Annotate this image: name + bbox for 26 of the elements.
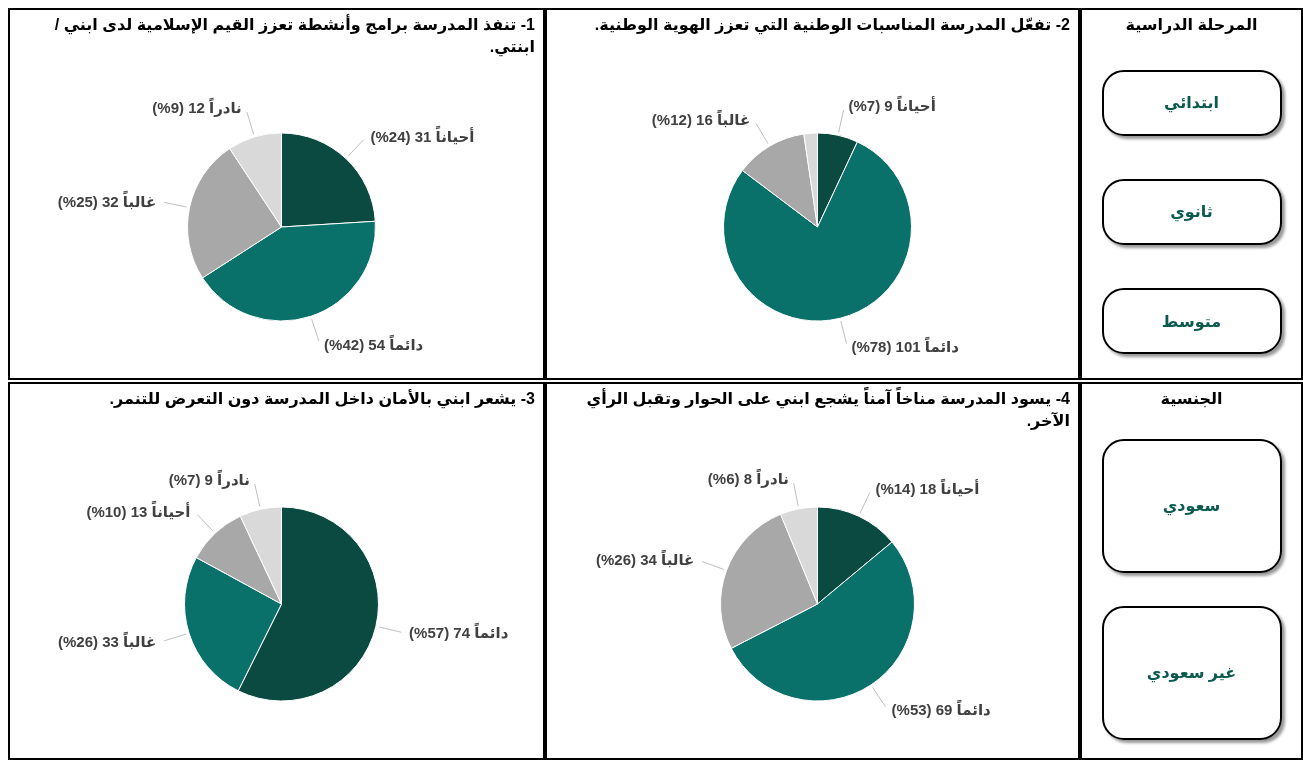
slice-label: غالباً 32 (25%)	[57, 190, 157, 210]
filter-button: متوسط	[1101, 288, 1282, 355]
text: الجنسية	[1159, 389, 1224, 409]
chart-title: 3- يشعر ابني بالأمان داخل المدرسة دون التعرض للتنمر.	[108, 388, 536, 411]
slice-label: غالباً 34 (26%)	[596, 548, 695, 569]
slice-label: غالباً 33 (26%)	[58, 630, 157, 651]
slice-label: نادراً 12 (9%)	[152, 96, 242, 118]
slice-label: نادراً 9 (7%)	[168, 468, 250, 490]
slice-label: دائماً 54 (42%)	[324, 333, 424, 353]
slice-label: أحياناً 9 (7%)	[848, 94, 936, 114]
slice-label: دائماً 69 (53%)	[891, 698, 992, 718]
slice-label: أحياناً 31 (24%)	[370, 125, 475, 145]
slice-label: دائماً 101 (78%)	[851, 336, 960, 356]
filter-button: ثانوي	[1101, 179, 1282, 245]
chart-title: 2- تفعّل المدرسة المناسبات الوطنية التي تعزز الهوية الوطنية.	[593, 15, 1071, 37]
filter-button: سعودي	[1101, 438, 1282, 573]
chart-title: 1- تنفذ المدرسة برامج وأنشطة تعزز القيم الإسلامية لدى ابني / ابنتي.	[53, 13, 536, 59]
slice-label: أحياناً 13 (10%)	[86, 500, 191, 520]
filter-button: غير سعودي	[1101, 605, 1282, 740]
slice-label: أحياناً 18 (14%)	[875, 477, 980, 498]
slice-label: غالباً 16 (12%)	[651, 109, 751, 129]
slice-label: دائماً 74 (57%)	[409, 621, 509, 642]
text: المرحلة الدراسية	[1124, 15, 1259, 36]
slice-label: نادراً 8 (6%)	[707, 468, 789, 489]
filter-button: ابتدائي	[1101, 69, 1282, 136]
chart-title: 4- يسود المدرسة مناخاً آمناً يشجع ابني على الحوار وتقبل الرأي الآخر.	[585, 386, 1071, 432]
